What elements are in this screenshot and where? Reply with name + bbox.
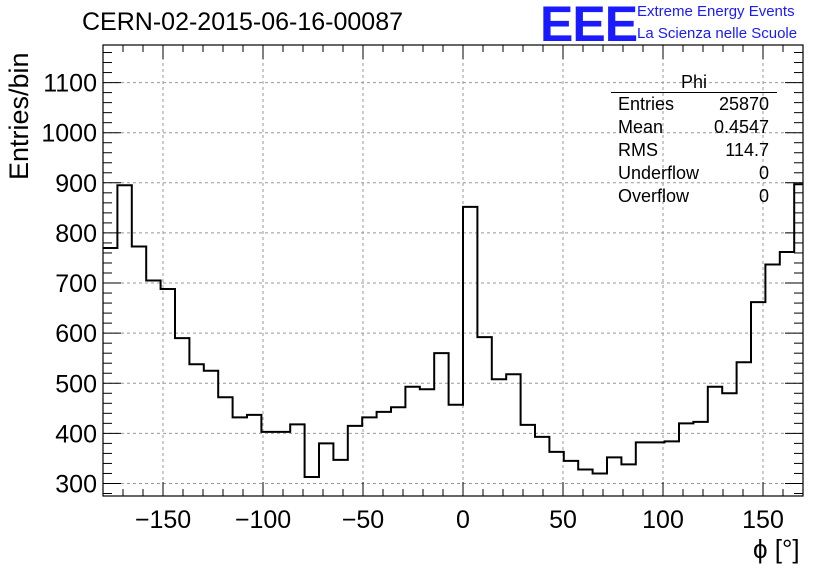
stats-title: Phi: [611, 72, 777, 93]
y-tick-label: 900: [55, 170, 97, 198]
chart-title: CERN-02-2015-06-16-00087: [82, 8, 404, 36]
y-tick-label: 1100: [43, 70, 97, 98]
stats-value: 0: [758, 163, 769, 183]
y-tick-label: 400: [55, 420, 97, 448]
y-tick-label: 700: [55, 270, 97, 298]
stats-label: Mean: [618, 117, 664, 137]
x-axis-label: ϕ [°]: [753, 534, 800, 564]
stats-label: Overflow: [618, 186, 690, 206]
stats-row: Entries 25870: [611, 93, 777, 116]
stats-label: Underflow: [618, 163, 700, 183]
logo-line-2: La Scienza nelle Scuole: [637, 25, 798, 42]
eee-logo: EEE: [540, 0, 638, 52]
stats-value: 114.7: [725, 140, 769, 160]
stats-box: Phi Entries 25870 Mean 0.4547 RMS 114.7 Underf…: [611, 72, 777, 208]
x-tick-label: −50: [342, 506, 384, 534]
logo-line-1: Extreme Energy Events: [637, 3, 795, 20]
stats-row: Mean 0.4547: [611, 116, 777, 139]
stats-row: Overflow 0: [611, 185, 777, 208]
stats-row: RMS 114.7: [611, 139, 777, 162]
plot-frame: [102, 44, 804, 497]
x-tick-label: −100: [235, 506, 291, 534]
x-tick-label: 150: [742, 506, 784, 534]
y-axis-label: Entries/bin: [4, 52, 34, 180]
stats-value: 0: [758, 186, 769, 206]
stats-label: Entries: [618, 94, 675, 114]
y-tick-label: 600: [55, 320, 97, 348]
x-tick-label: 0: [456, 506, 470, 534]
stats-label: RMS: [618, 140, 658, 160]
stats-value: 25870: [718, 94, 769, 114]
stats-row: Underflow 0: [611, 162, 777, 185]
y-tick-label: 800: [55, 220, 97, 248]
x-tick-label: 100: [642, 506, 684, 534]
x-tick-label: 50: [549, 506, 577, 534]
histogram-series: [103, 183, 803, 478]
y-tick-label: 500: [55, 370, 97, 398]
x-tick-label: −150: [135, 506, 191, 534]
stats-value: 0.4547: [713, 117, 769, 137]
y-tick-label: 1000: [41, 120, 97, 148]
y-tick-label: 300: [55, 470, 97, 498]
